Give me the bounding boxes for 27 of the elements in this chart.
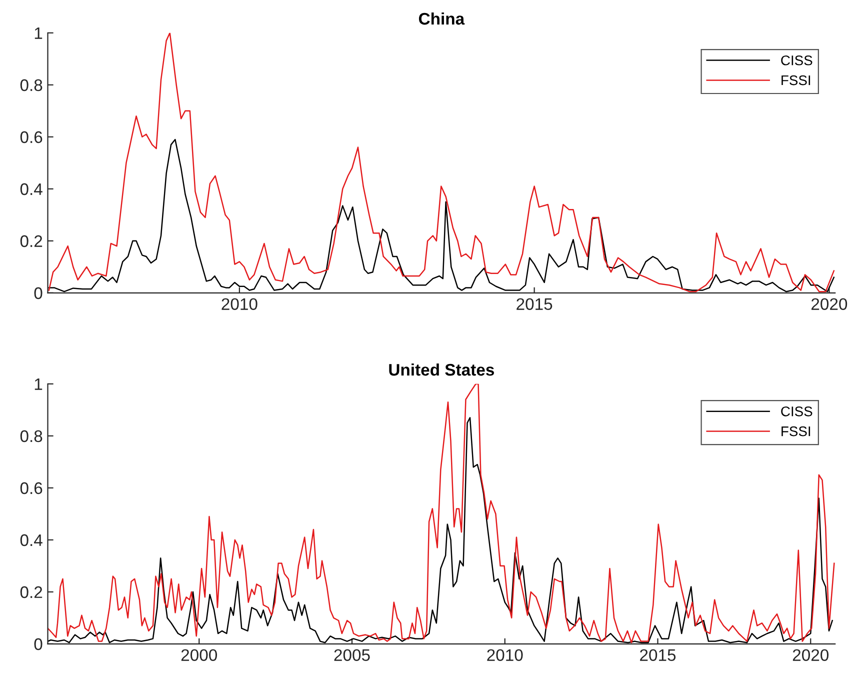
y-tick-label: 0.2 <box>20 586 42 598</box>
y-tick-label: 1 <box>34 27 42 39</box>
chart-title: United States <box>389 363 494 376</box>
y-tick-label: 0.8 <box>20 430 42 442</box>
y-tick-label: 0 <box>34 287 42 300</box>
y-tick-label: 0.4 <box>20 534 42 546</box>
legend-label: FSSI <box>782 426 810 436</box>
line-series <box>48 32 835 292</box>
x-tick-label: 2000 <box>181 649 218 662</box>
x-tick-label: 2020 <box>811 298 848 310</box>
x-tick-label: 2005 <box>334 649 370 662</box>
x-tick-label: 2015 <box>516 298 552 310</box>
legend-label: CISS <box>781 406 812 416</box>
legend-label: FSSI <box>782 75 810 86</box>
y-tick-label: 0.6 <box>20 482 42 494</box>
y-tick-label: 0.8 <box>20 79 42 92</box>
y-tick-label: 0 <box>34 638 42 650</box>
x-tick-label: 2020 <box>792 649 829 662</box>
y-tick-label: 0.6 <box>20 131 42 144</box>
y-tick-label: 0.2 <box>20 235 42 248</box>
y-tick-label: 0.4 <box>20 183 42 196</box>
chart-title: China <box>418 12 465 25</box>
legend-label: CISS <box>781 55 812 66</box>
x-tick-label: 2015 <box>640 649 676 662</box>
x-tick-label: 2010 <box>487 649 523 662</box>
x-tick-label: 2010 <box>222 298 258 310</box>
y-tick-label: 1 <box>34 378 42 390</box>
